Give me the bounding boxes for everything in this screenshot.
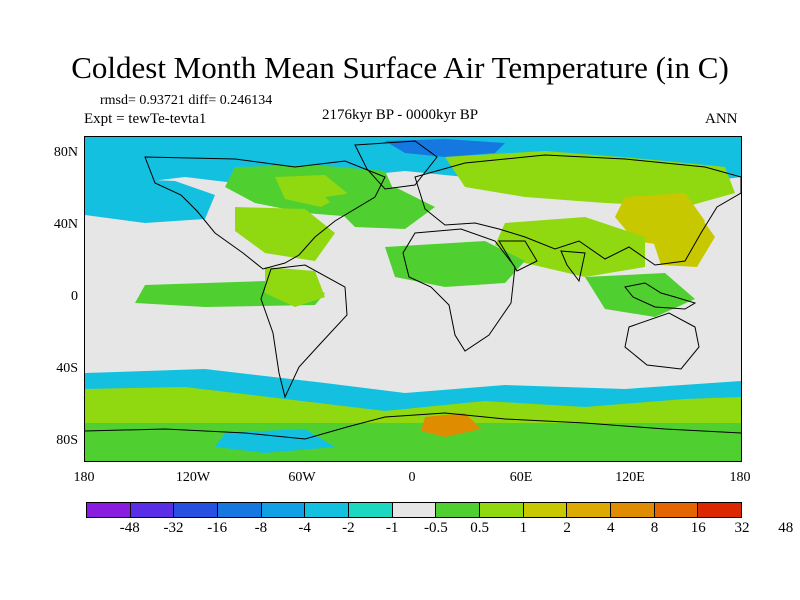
- coast-india: [560, 250, 586, 283]
- color-bar-label: -48: [119, 520, 140, 536]
- color-bar-segment: [654, 503, 699, 517]
- anomaly-region-siberia: [445, 151, 735, 207]
- coast-greenland: [354, 140, 438, 190]
- map-canvas: [85, 137, 741, 461]
- coastlines: [85, 140, 741, 440]
- coast-australia: [624, 312, 700, 370]
- color-bar-segment: [567, 503, 612, 517]
- season-text: ANN: [705, 111, 738, 127]
- color-bar-segment: [523, 503, 568, 517]
- anomaly-region-pacific-north: [85, 177, 215, 223]
- coast-north-america: [144, 156, 386, 270]
- color-bar-segment: [436, 503, 481, 517]
- anomaly-region-arctic-core: [385, 139, 505, 157]
- color-bar-segment: [87, 503, 131, 517]
- anomaly-region-atlantic-north: [325, 187, 435, 229]
- color-bar-segment: [174, 503, 219, 517]
- anomaly-region-antarctica-cold: [215, 429, 335, 453]
- color-bar-segment: [480, 503, 524, 517]
- coast-arabia: [498, 240, 538, 272]
- lon-label: 0: [408, 470, 416, 485]
- lon-label: 60E: [509, 470, 533, 485]
- lon-label: 120E: [615, 470, 645, 485]
- period-text: 2176kyr BP - 0000kyr BP: [322, 107, 479, 123]
- lon-label: 60W: [288, 470, 316, 485]
- color-bar-segment: [305, 503, 350, 517]
- stats-text: rmsd= 0.93721 diff= 0.246134: [100, 93, 273, 108]
- lat-label: 0: [71, 289, 78, 304]
- anomaly-region-south-america: [265, 267, 325, 307]
- color-bar-segment: [130, 503, 175, 517]
- map-title: Coldest Month Mean Surface Air Temperatu…: [71, 50, 729, 85]
- color-bar-segment: [218, 503, 262, 517]
- anomaly-region-antarctica: [85, 423, 741, 461]
- coast-africa: [402, 228, 516, 352]
- coast-eurasia: [414, 154, 741, 266]
- experiment-text: Expt = tewTe-tevta1: [84, 111, 207, 127]
- color-bar-label: 4: [607, 520, 615, 536]
- lon-label: 180: [73, 470, 95, 485]
- color-bar-label: -1: [385, 520, 399, 536]
- lat-label: 40N: [53, 217, 78, 232]
- anomaly-region-indonesia: [585, 273, 695, 317]
- color-bar-label: 0.5: [470, 520, 489, 536]
- color-bar-label: 32: [734, 520, 750, 536]
- anomaly-region-antarctica-warm: [421, 413, 481, 437]
- color-bar-label: -2: [342, 520, 355, 536]
- color-bar-label: 2: [563, 520, 571, 536]
- color-bar-label: 48: [778, 520, 794, 536]
- color-bar-segment: [611, 503, 655, 517]
- color-bar-label: -4: [298, 520, 311, 536]
- color-bar-label: -32: [163, 520, 184, 536]
- color-bar-label: 16: [690, 520, 706, 536]
- coast-south-america: [260, 264, 348, 399]
- color-bar: [86, 502, 742, 518]
- lon-label: 120W: [175, 470, 211, 485]
- anomaly-region-us: [235, 207, 335, 261]
- anomaly-region-east-asia: [645, 209, 715, 267]
- color-bar-segment: [698, 503, 742, 517]
- coast-indonesia: [624, 282, 697, 310]
- color-bar-segment: [349, 503, 393, 517]
- color-bar-label: 1: [519, 520, 528, 536]
- lat-label: 80N: [53, 145, 78, 160]
- color-bar-label: -16: [207, 520, 228, 536]
- color-bar-label: 8: [650, 520, 659, 536]
- color-bar-label: -8: [254, 520, 268, 536]
- lat-label: 40S: [56, 361, 78, 376]
- lon-label: 180: [729, 470, 751, 485]
- lat-label: 80S: [56, 433, 78, 448]
- color-bar-segment: [392, 503, 437, 517]
- anomaly-region-sahara: [385, 241, 525, 287]
- color-bar-segment: [261, 503, 306, 517]
- color-bar-label: -0.5: [423, 520, 448, 536]
- map-plot: [84, 136, 742, 462]
- anomaly-region-asia-south: [495, 217, 645, 277]
- coast-antarctica: [85, 412, 741, 440]
